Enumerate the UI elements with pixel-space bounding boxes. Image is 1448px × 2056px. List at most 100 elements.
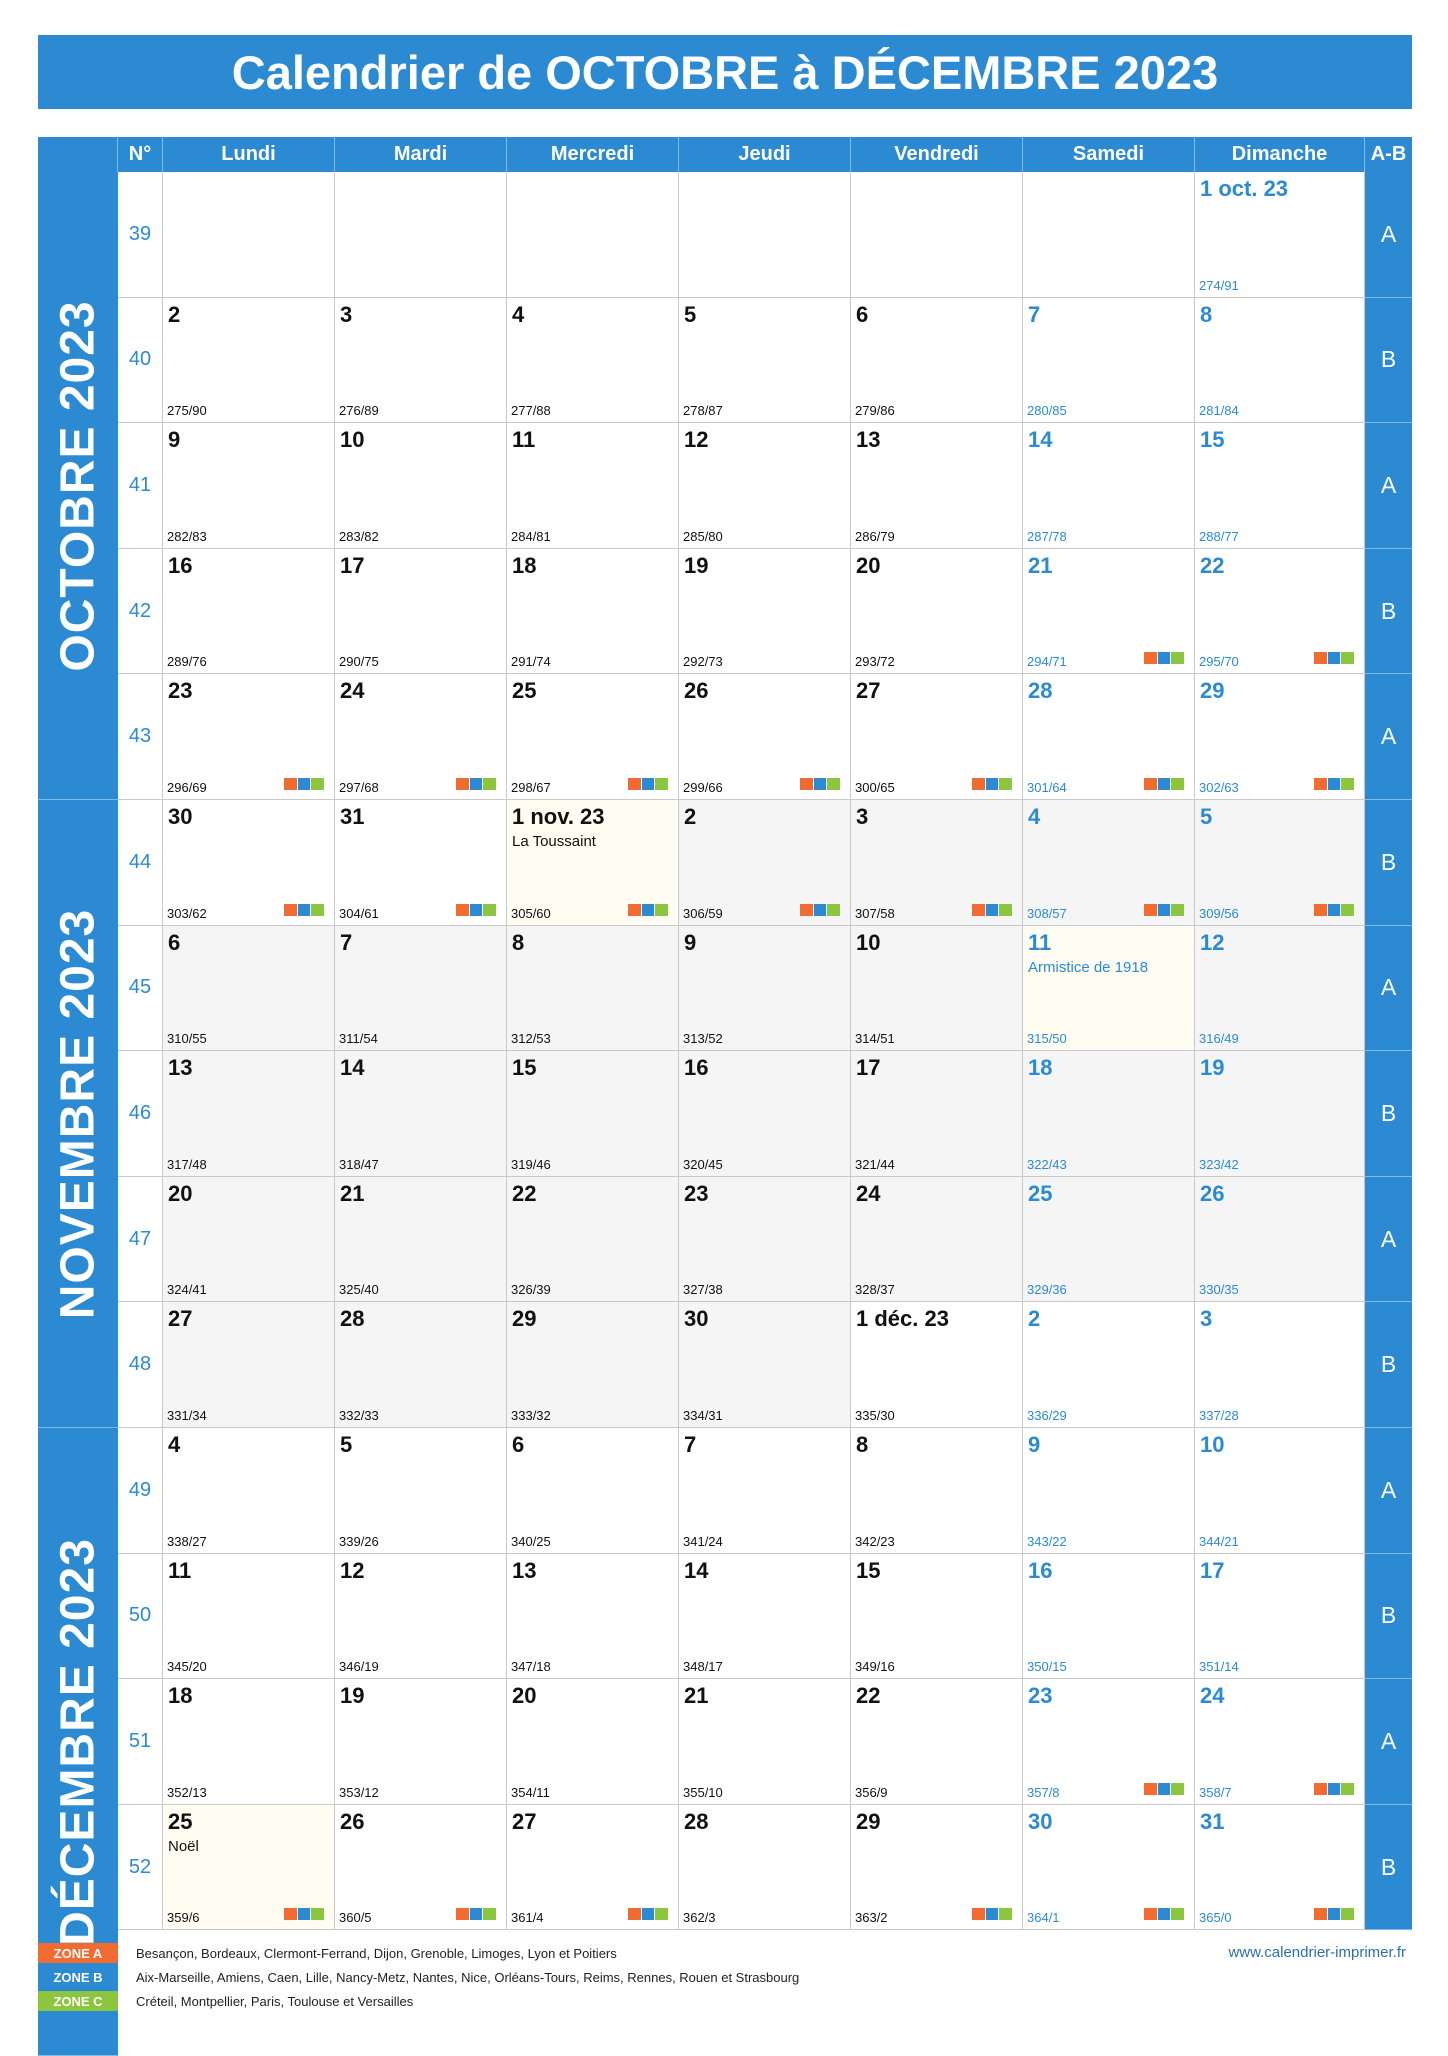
day-cell[interactable]: 17 290/75 <box>335 548 507 675</box>
day-cell[interactable]: 3 276/89 <box>335 297 507 424</box>
day-cell[interactable]: 6 340/25 <box>507 1428 679 1554</box>
day-cell[interactable]: 1 nov. 23 La Toussaint 305/60 <box>507 800 679 926</box>
day-cell[interactable]: 22 356/9 <box>851 1679 1023 1805</box>
day-cell[interactable]: 3 307/58 <box>851 800 1023 926</box>
day-cell[interactable]: 21 325/40 <box>335 1176 507 1303</box>
zone-marker-a <box>1314 777 1327 790</box>
day-cell[interactable]: 23 327/38 <box>679 1176 851 1303</box>
website-link[interactable]: www.calendrier-imprimer.fr <box>1228 1944 1406 1961</box>
day-cell[interactable]: 5 339/26 <box>335 1428 507 1554</box>
day-cell[interactable]: 31 304/61 <box>335 800 507 926</box>
day-cell[interactable]: 27 300/65 <box>851 674 1023 800</box>
day-cell[interactable]: 18 352/13 <box>163 1679 335 1805</box>
day-cell[interactable]: 13 286/79 <box>851 423 1023 549</box>
day-cell[interactable]: 9 282/83 <box>163 423 335 549</box>
day-cell[interactable]: 31 365/0 <box>1195 1804 1365 1931</box>
day-cell[interactable]: 30 334/31 <box>679 1302 851 1428</box>
day-cell[interactable]: 4 308/57 <box>1023 800 1195 926</box>
day-cell[interactable]: 27 361/4 <box>507 1804 679 1931</box>
day-cell[interactable]: 3 337/28 <box>1195 1302 1365 1428</box>
day-cell[interactable]: 28 301/64 <box>1023 674 1195 800</box>
day-cell[interactable]: 23 296/69 <box>163 674 335 800</box>
day-cell[interactable]: 12 285/80 <box>679 423 851 549</box>
day-cell[interactable]: 19 292/73 <box>679 548 851 675</box>
day-cell[interactable]: 10 344/21 <box>1195 1428 1365 1554</box>
day-cell[interactable]: 18 322/43 <box>1023 1051 1195 1177</box>
header-label: Mardi <box>393 143 448 165</box>
day-cell[interactable]: 25 329/36 <box>1023 1176 1195 1303</box>
day-cell[interactable]: 24 297/68 <box>335 674 507 800</box>
day-cell[interactable]: 12 316/49 <box>1195 925 1365 1052</box>
day-cell[interactable]: 15 319/46 <box>507 1051 679 1177</box>
day-cell[interactable]: 28 362/3 <box>679 1804 851 1931</box>
day-cell[interactable]: 25 298/67 <box>507 674 679 800</box>
day-cell[interactable]: 16 289/76 <box>163 548 335 675</box>
day-cell[interactable]: 8 342/23 <box>851 1428 1023 1554</box>
day-cell[interactable]: 2 306/59 <box>679 800 851 926</box>
day-cell[interactable]: 28 332/33 <box>335 1302 507 1428</box>
day-cell[interactable]: 20 293/72 <box>851 548 1023 675</box>
day-cell[interactable]: 19 323/42 <box>1195 1051 1365 1177</box>
day-cell[interactable]: 16 320/45 <box>679 1051 851 1177</box>
day-cell[interactable]: 22 326/39 <box>507 1176 679 1303</box>
day-cell[interactable]: 14 318/47 <box>335 1051 507 1177</box>
day-cell[interactable]: 6 310/55 <box>163 925 335 1052</box>
day-cell[interactable]: 9 343/22 <box>1023 1428 1195 1554</box>
day-number: 28 <box>1028 678 1053 704</box>
day-cell[interactable]: 15 288/77 <box>1195 423 1365 549</box>
day-cell[interactable]: 17 321/44 <box>851 1051 1023 1177</box>
day-cell[interactable]: 2 336/29 <box>1023 1302 1195 1428</box>
day-of-year: 323/42 <box>1199 1156 1239 1172</box>
day-cell[interactable]: 29 363/2 <box>851 1804 1023 1931</box>
day-cell[interactable]: 5 278/87 <box>679 297 851 424</box>
day-cell[interactable]: 4 338/27 <box>163 1428 335 1554</box>
day-cell[interactable]: 16 350/15 <box>1023 1553 1195 1680</box>
day-cell[interactable]: 25 Noël 359/6 <box>163 1804 335 1931</box>
day-cell[interactable]: 27 331/34 <box>163 1302 335 1428</box>
day-cell[interactable]: 15 349/16 <box>851 1553 1023 1680</box>
school-holiday-zones <box>1314 652 1355 665</box>
day-cell[interactable]: 11 345/20 <box>163 1553 335 1680</box>
day-cell[interactable]: 6 279/86 <box>851 297 1023 424</box>
day-cell[interactable]: 11 284/81 <box>507 423 679 549</box>
day-cell[interactable]: 1 oct. 23 274/91 <box>1195 172 1365 298</box>
day-cell[interactable]: 2 275/90 <box>163 297 335 424</box>
day-cell[interactable]: 13 317/48 <box>163 1051 335 1177</box>
day-cell[interactable]: 19 353/12 <box>335 1679 507 1805</box>
day-cell[interactable]: 7 311/54 <box>335 925 507 1052</box>
day-cell[interactable]: 14 348/17 <box>679 1553 851 1680</box>
day-cell[interactable]: 26 299/66 <box>679 674 851 800</box>
day-cell[interactable]: 29 302/63 <box>1195 674 1365 800</box>
day-cell[interactable]: 26 330/35 <box>1195 1176 1365 1303</box>
day-cell[interactable]: 21 294/71 <box>1023 548 1195 675</box>
day-cell[interactable]: 11 Armistice de 1918 315/50 <box>1023 925 1195 1052</box>
day-cell[interactable]: 13 347/18 <box>507 1553 679 1680</box>
day-cell[interactable]: 4 277/88 <box>507 297 679 424</box>
day-cell[interactable]: 23 357/8 <box>1023 1679 1195 1805</box>
day-cell[interactable]: 1 déc. 23 335/30 <box>851 1302 1023 1428</box>
day-cell[interactable]: 5 309/56 <box>1195 800 1365 926</box>
day-cell[interactable]: 17 351/14 <box>1195 1553 1365 1680</box>
day-cell[interactable]: 21 355/10 <box>679 1679 851 1805</box>
day-cell[interactable]: 29 333/32 <box>507 1302 679 1428</box>
holiday-label: La Toussaint <box>512 833 596 850</box>
day-cell[interactable]: 30 364/1 <box>1023 1804 1195 1931</box>
day-cell[interactable]: 10 283/82 <box>335 423 507 549</box>
day-cell[interactable]: 8 281/84 <box>1195 297 1365 424</box>
day-cell[interactable]: 7 280/85 <box>1023 297 1195 424</box>
day-cell[interactable]: 18 291/74 <box>507 548 679 675</box>
day-cell[interactable]: 24 328/37 <box>851 1176 1023 1303</box>
day-cell[interactable]: 7 341/24 <box>679 1428 851 1554</box>
day-of-year: 360/5 <box>339 1910 372 1926</box>
day-cell[interactable]: 20 324/41 <box>163 1176 335 1303</box>
day-cell[interactable]: 12 346/19 <box>335 1553 507 1680</box>
day-cell[interactable]: 10 314/51 <box>851 925 1023 1052</box>
day-cell[interactable]: 22 295/70 <box>1195 548 1365 675</box>
day-cell[interactable]: 14 287/78 <box>1023 423 1195 549</box>
day-cell[interactable]: 26 360/5 <box>335 1804 507 1931</box>
day-cell[interactable]: 8 312/53 <box>507 925 679 1052</box>
day-cell[interactable]: 20 354/11 <box>507 1679 679 1805</box>
day-cell[interactable]: 9 313/52 <box>679 925 851 1052</box>
day-cell[interactable]: 24 358/7 <box>1195 1679 1365 1805</box>
day-cell[interactable]: 30 303/62 <box>163 800 335 926</box>
